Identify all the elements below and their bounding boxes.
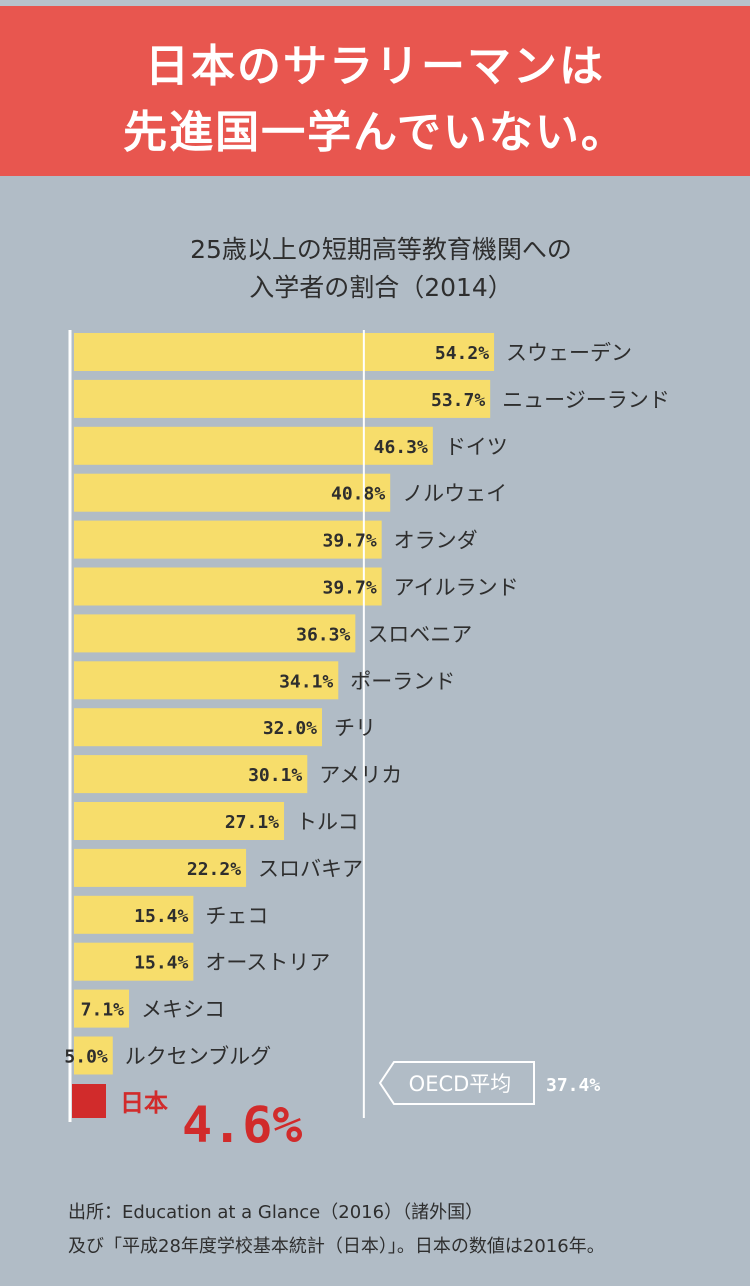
bar-category-label: ニュージーランド <box>502 388 670 412</box>
oecd-average-value: 37.4% <box>546 1075 600 1096</box>
bar-category-label: チェコ <box>205 904 268 928</box>
bar-value-label: 32.0% <box>263 718 317 739</box>
bar-category-label: スロベニア <box>367 622 472 646</box>
bar-value-label: 34.1% <box>279 671 333 692</box>
bar <box>74 708 322 747</box>
bar-value-label: 30.1% <box>248 765 302 786</box>
bar <box>74 989 130 1028</box>
bar <box>74 614 356 653</box>
bar <box>74 942 194 981</box>
bar-category-label: ドイツ <box>445 435 508 459</box>
bar-value-label: 22.2% <box>187 859 241 880</box>
bar-category-label: チリ <box>334 716 376 740</box>
bar-value-label: 7.1% <box>81 1000 125 1021</box>
bar-value-label: 36.3% <box>296 624 350 645</box>
chart-title-line-2: 入学者の割合（2014） <box>249 273 513 302</box>
japan-value: 4.6% <box>182 1096 302 1154</box>
oecd-average-tag <box>378 1061 535 1105</box>
headline-line-2: 先進国一学んでいない。 <box>123 107 627 158</box>
japan-label: 日本 <box>120 1089 168 1117</box>
bar <box>74 379 491 418</box>
bar <box>74 567 382 606</box>
bar-category-label: アメリカ <box>319 763 402 787</box>
bar <box>74 661 339 700</box>
oecd-average-label: OECD平均 <box>409 1072 512 1096</box>
bar-value-label: 39.7% <box>322 531 376 552</box>
japan-marker <box>72 1084 106 1118</box>
bar-value-label: 53.7% <box>431 390 485 411</box>
bar-value-label: 46.3% <box>374 437 428 458</box>
bar-category-label: ノルウェイ <box>402 482 507 506</box>
source-note-line-1: 出所：Education at a Glance（2016）（諸外国） <box>68 1202 484 1223</box>
bar <box>74 802 285 840</box>
bar-category-label: ポーランド <box>350 669 455 693</box>
bar-category-label: アイルランド <box>394 576 519 600</box>
bar-value-label: 15.4% <box>134 953 188 974</box>
bar-category-label: ルクセンブルグ <box>125 1045 271 1069</box>
bar <box>74 473 391 512</box>
bar-value-label: 27.1% <box>225 812 279 833</box>
bar <box>74 895 194 934</box>
bar-value-label: 15.4% <box>134 906 188 927</box>
bar-value-label: 54.2% <box>435 343 489 364</box>
bar <box>74 426 433 465</box>
bar <box>74 333 495 371</box>
bar-category-label: オランダ <box>394 529 478 553</box>
bar-category-label: オーストリア <box>205 951 330 975</box>
bar-value-label: 39.7% <box>322 578 376 599</box>
bar <box>74 755 308 794</box>
bar-category-label: スウェーデン <box>506 341 632 365</box>
bar <box>74 1036 113 1075</box>
bar-category-label: スロバキア <box>258 857 363 881</box>
bar-value-label: 40.8% <box>331 484 385 505</box>
headline-banner <box>0 0 750 176</box>
headline-line-1: 日本のサラリーマンは <box>145 41 605 92</box>
bar-value-label: 5.0% <box>64 1047 108 1068</box>
source-note-line-2: 及び「平成28年度学校基本統計（日本）」。日本の数値は2016年。 <box>68 1236 605 1257</box>
bar-category-label: メキシコ <box>141 998 225 1022</box>
bar <box>74 848 247 887</box>
bar-category-label: トルコ <box>296 810 359 834</box>
bar <box>74 520 382 559</box>
chart-title-line-1: 25歳以上の短期高等教育機関への <box>190 235 572 264</box>
